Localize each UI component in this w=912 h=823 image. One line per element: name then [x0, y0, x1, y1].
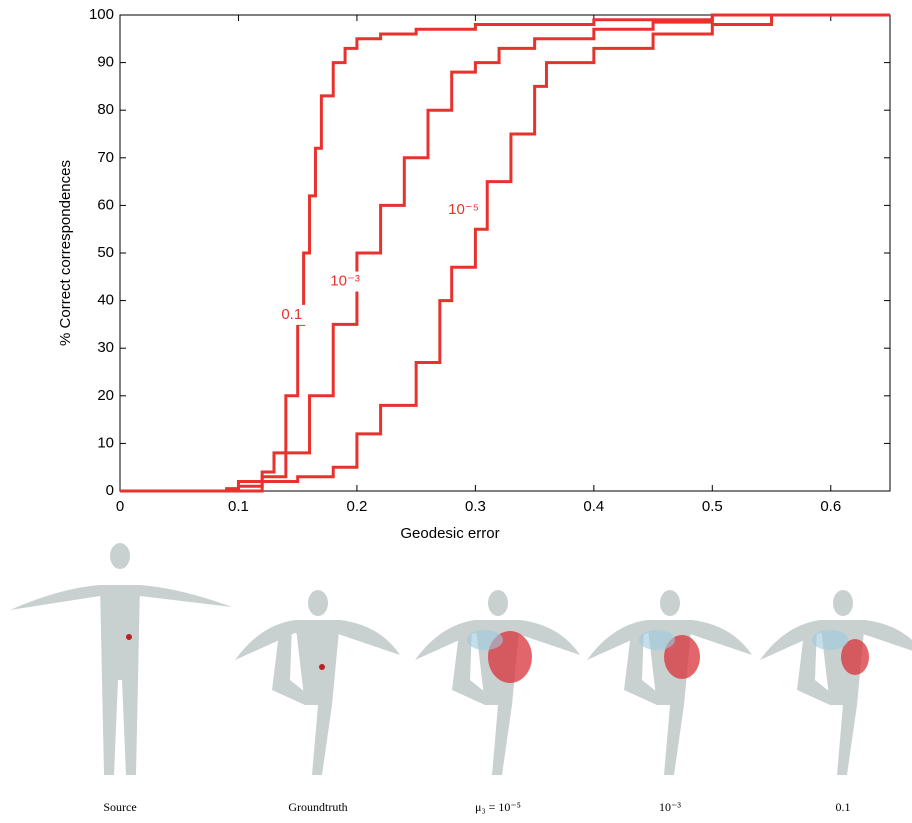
- x-tick-label: 0: [116, 498, 124, 515]
- plot-frame: [119, 14, 891, 492]
- y-tick-label: 40: [97, 292, 114, 309]
- y-tick-label: 70: [97, 149, 114, 166]
- y-axis-label: % Correct correspondences: [57, 160, 74, 346]
- caption: Source: [103, 800, 136, 814]
- series-line: [120, 13, 890, 493]
- legs: [624, 625, 684, 775]
- y-tick-label: 0: [106, 482, 114, 499]
- x-tick-label: 0.4: [583, 498, 604, 515]
- head: [308, 590, 328, 616]
- caption: 10⁻³: [659, 800, 681, 814]
- torso: [100, 585, 140, 680]
- x-tick-label: 0.2: [346, 498, 367, 515]
- shape-figure: [415, 590, 580, 775]
- arms: [415, 620, 580, 660]
- x-tick-label: 0.1: [228, 498, 249, 515]
- x-axis-label: Geodesic error: [400, 525, 499, 542]
- annotation-bg: [331, 271, 360, 292]
- series-line: [120, 13, 890, 493]
- shape-figure: [760, 590, 912, 775]
- y-tick-label: 30: [97, 339, 114, 356]
- y-tick-label: 10: [97, 434, 114, 451]
- heat: [467, 630, 503, 650]
- head: [110, 543, 130, 569]
- head: [833, 590, 853, 616]
- annotation: 0.1: [281, 306, 302, 323]
- shape-figure: [10, 543, 232, 775]
- heat: [841, 639, 869, 675]
- y-tick-label: 60: [97, 196, 114, 213]
- x-tick-label: 0.6: [820, 498, 841, 515]
- legs: [797, 625, 857, 775]
- torso: [295, 620, 340, 705]
- y-tick-label: 90: [97, 54, 114, 71]
- legs: [452, 625, 512, 775]
- y-tick-label: 80: [97, 101, 114, 118]
- caption: 0.1: [836, 800, 851, 814]
- shape-figure: [235, 590, 400, 775]
- arms: [10, 585, 232, 610]
- annotation: 10⁻³: [330, 273, 360, 290]
- annotation-bg: [449, 200, 478, 221]
- arms: [760, 620, 912, 660]
- arms: [587, 620, 752, 660]
- head: [488, 590, 508, 616]
- y-tick-label: 100: [89, 6, 114, 23]
- legs: [272, 625, 332, 775]
- arms: [235, 620, 400, 660]
- heat: [664, 635, 700, 679]
- annotation: 10⁻⁵: [448, 201, 479, 218]
- head: [660, 590, 680, 616]
- caption: Groundtruth: [288, 800, 347, 814]
- annotation-bg: [277, 304, 306, 325]
- y-tick-label: 20: [97, 387, 114, 404]
- x-tick-label: 0.5: [702, 498, 723, 515]
- caption: μ₃ = 10⁻⁵: [475, 800, 521, 814]
- y-tick-label: 50: [97, 244, 114, 261]
- legs: [102, 680, 138, 775]
- series-line: [120, 13, 890, 493]
- x-tick-label: 0.3: [465, 498, 486, 515]
- point: [126, 634, 132, 640]
- heat: [812, 630, 848, 650]
- heat: [639, 630, 675, 650]
- shape-figure: [587, 590, 752, 775]
- point: [319, 664, 325, 670]
